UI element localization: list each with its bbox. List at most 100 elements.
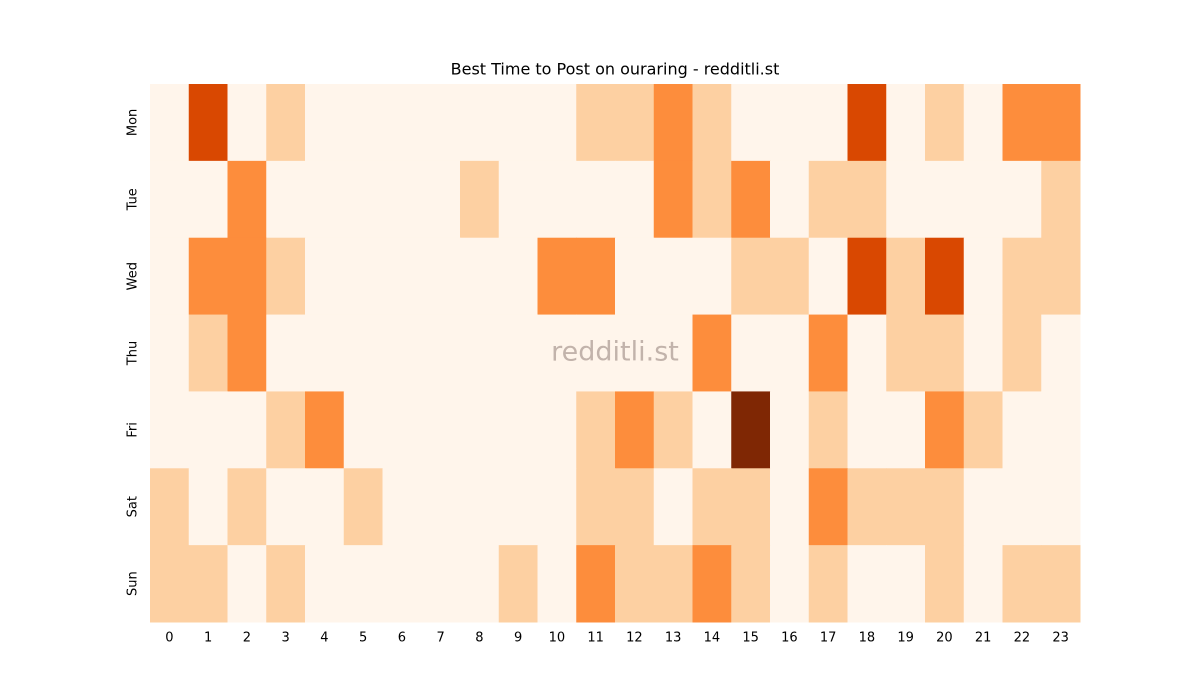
heatmap-cell <box>1002 84 1042 162</box>
heatmap-cell <box>770 468 810 546</box>
heatmap-cell <box>1002 314 1042 392</box>
heatmap-cell <box>188 545 228 623</box>
heatmap-cell <box>150 468 190 546</box>
heatmap-cell <box>537 160 577 239</box>
heatmap-cell <box>847 545 887 623</box>
heatmap-cell <box>1002 391 1042 469</box>
heatmap-cell <box>460 84 500 162</box>
x-tick-label: 9 <box>514 631 522 646</box>
heatmap-cell <box>925 391 965 469</box>
heatmap-cell <box>498 391 538 469</box>
heatmap-cell <box>886 391 926 469</box>
heatmap-cell <box>343 84 383 162</box>
heatmap-cell <box>770 160 810 239</box>
heatmap-cell <box>731 391 771 469</box>
x-tick-label: 6 <box>398 631 406 646</box>
heatmap-cell <box>847 237 887 316</box>
heatmap-cell <box>925 468 965 546</box>
heatmap-cell <box>692 84 732 162</box>
x-tick-label: 21 <box>975 631 992 646</box>
heatmap-cell <box>421 237 461 316</box>
heatmap-cell <box>1002 468 1042 546</box>
heatmap-cell <box>343 314 383 392</box>
heatmap-cell <box>188 314 228 392</box>
watermark: redditli.st <box>551 337 679 368</box>
heatmap-cell <box>227 160 267 239</box>
heatmap-cell <box>460 237 500 316</box>
heatmap-cell <box>498 545 538 623</box>
heatmap-cell <box>460 468 500 546</box>
x-tick-label: 19 <box>897 631 914 646</box>
heatmap-cell <box>770 84 810 162</box>
heatmap-cell <box>421 391 461 469</box>
heatmap-cell <box>808 84 848 162</box>
heatmap-cell <box>266 160 306 239</box>
heatmap-cell <box>537 237 577 316</box>
heatmap-cell <box>886 545 926 623</box>
heatmap-cell <box>382 391 422 469</box>
heatmap-cell <box>1041 314 1081 392</box>
heatmap-cell <box>808 314 848 392</box>
heatmap-cell <box>886 468 926 546</box>
x-tick-label: 23 <box>1052 631 1069 646</box>
heatmap-cell <box>227 314 267 392</box>
heatmap-cell <box>150 314 190 392</box>
x-tick-label: 4 <box>320 631 328 646</box>
heatmap-cell <box>847 314 887 392</box>
heatmap-cell <box>266 391 306 469</box>
y-tick-label: Mon <box>126 109 141 136</box>
heatmap-cell <box>847 468 887 546</box>
heatmap-cell <box>1002 545 1042 623</box>
heatmap-cell <box>305 237 345 316</box>
heatmap-cell <box>925 545 965 623</box>
y-tick-label: Tue <box>126 188 141 211</box>
x-tick-label: 13 <box>665 631 682 646</box>
heatmap-cell <box>421 84 461 162</box>
x-tick-label: 12 <box>626 631 643 646</box>
heatmap-cell <box>963 391 1003 469</box>
heatmap-cell <box>653 391 693 469</box>
heatmap-cell <box>731 84 771 162</box>
heatmap-cell <box>498 314 538 392</box>
x-tick-label: 22 <box>1014 631 1031 646</box>
heatmap-cell <box>808 237 848 316</box>
heatmap-cell <box>537 84 577 162</box>
heatmap-cell <box>266 545 306 623</box>
heatmap-cell <box>150 160 190 239</box>
heatmap-cell <box>886 160 926 239</box>
heatmap-cell <box>305 160 345 239</box>
heatmap-cell <box>770 391 810 469</box>
heatmap-cell <box>615 84 655 162</box>
heatmap-cell <box>963 314 1003 392</box>
x-tick-label: 8 <box>475 631 483 646</box>
heatmap-cell <box>305 468 345 546</box>
heatmap-cell <box>188 391 228 469</box>
x-tick-label: 1 <box>204 631 212 646</box>
heatmap-cell <box>963 84 1003 162</box>
heatmap-cell <box>576 391 616 469</box>
heatmap-cell <box>692 160 732 239</box>
heatmap-cell <box>537 391 577 469</box>
heatmap-cell <box>963 545 1003 623</box>
heatmap-cell <box>498 237 538 316</box>
y-tick-label: Wed <box>126 262 141 290</box>
heatmap-cell <box>808 545 848 623</box>
heatmap-cell <box>382 160 422 239</box>
heatmap-cell <box>731 314 771 392</box>
heatmap-cell <box>1041 160 1081 239</box>
heatmap-cell <box>692 391 732 469</box>
heatmap-cell <box>847 391 887 469</box>
x-tick-label: 5 <box>359 631 367 646</box>
heatmap-cell <box>460 160 500 239</box>
heatmap-cell <box>382 237 422 316</box>
heatmap-cell <box>847 160 887 239</box>
x-tick-label: 17 <box>820 631 837 646</box>
heatmap-cell <box>266 468 306 546</box>
heatmap-cell <box>692 237 732 316</box>
heatmap-cell <box>188 237 228 316</box>
heatmap-cell <box>1041 237 1081 316</box>
heatmap-cell <box>808 160 848 239</box>
heatmap-cell <box>692 468 732 546</box>
heatmap-cell <box>421 314 461 392</box>
heatmap-cell <box>1041 468 1081 546</box>
